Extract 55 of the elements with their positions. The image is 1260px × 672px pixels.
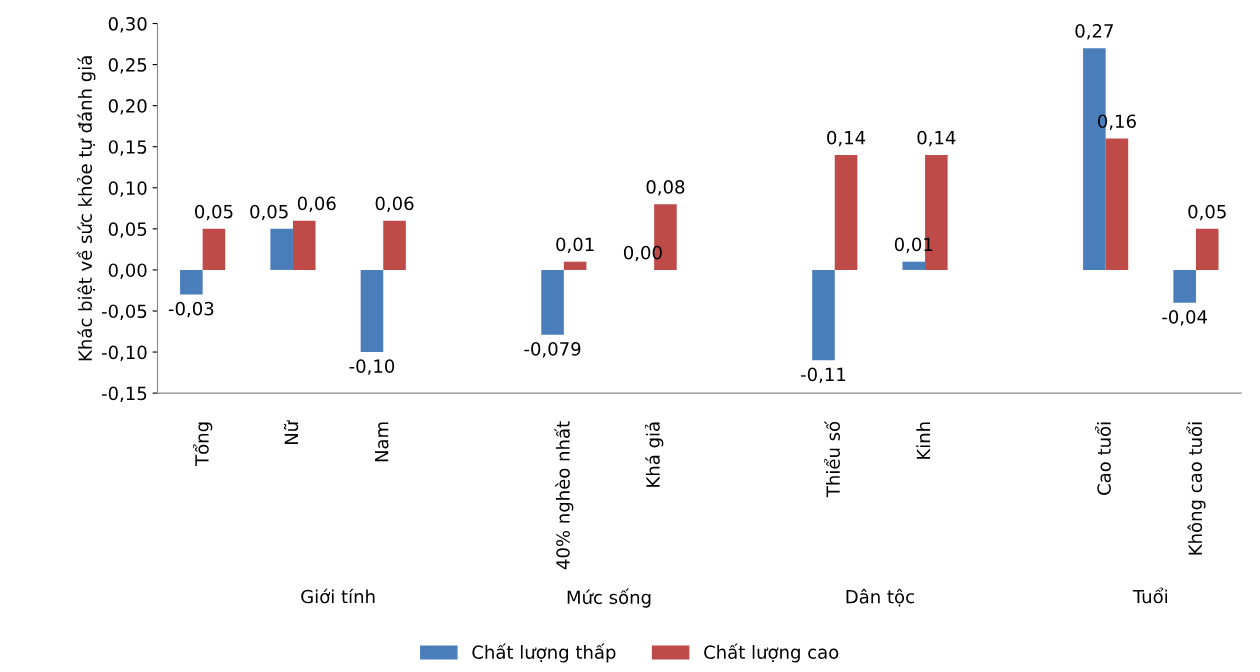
bar (1105, 138, 1129, 270)
data-label: 0,14 (917, 130, 956, 147)
data-label: -0,04 (1162, 310, 1208, 326)
x-tick-label: Nam (375, 422, 389, 462)
x-tick-label: Kinh (916, 422, 931, 459)
bar (834, 154, 858, 270)
bar (812, 269, 835, 361)
data-label: 0,05 (1188, 204, 1226, 221)
x-tick-label: Thiểu số (824, 421, 840, 498)
x-tick-label: Cao tuổi (1095, 422, 1111, 495)
bar (292, 220, 316, 270)
text: Dân tộc (846, 588, 914, 607)
text: Mức sống (567, 588, 651, 608)
text: Tuổi (1132, 587, 1168, 604)
data-label: 0,06 (375, 196, 414, 213)
y-tick-label: 0,15 (108, 140, 147, 156)
bar (383, 220, 406, 270)
bar (270, 228, 293, 270)
bar (541, 269, 564, 335)
bar (902, 261, 926, 270)
data-label: 0,14 (827, 130, 866, 147)
y-tick-label: 0,30 (108, 16, 147, 33)
data-label: -0,03 (168, 301, 214, 318)
bar (202, 228, 226, 270)
y-tick-label: 0,10 (108, 181, 147, 197)
x-tick-label: Tổng (193, 422, 213, 466)
data-label: -0,11 (800, 367, 846, 384)
data-label: 0,05 (250, 204, 288, 221)
text: Giới tính (301, 588, 375, 604)
data-label: 0,01 (556, 237, 594, 254)
bar (360, 269, 384, 353)
bar (180, 269, 203, 295)
y-tick-label: -0,15 (101, 386, 147, 403)
data-label: -0,079 (524, 342, 581, 358)
legend-label: Chất lượng cao (704, 643, 839, 663)
y-axis-title: Khác biệt về sức khỏe tự đánh giá (76, 56, 96, 361)
legend-label: Chất lượng thấp (472, 643, 616, 663)
x-tick-label: 40% nghèo nhất (554, 421, 574, 570)
y-tick-label: -0,10 (101, 345, 147, 362)
data-label: 0,08 (646, 180, 685, 196)
data-label: 0,27 (1075, 24, 1113, 40)
data-label: -0,10 (349, 359, 395, 375)
bar (563, 261, 587, 270)
y-tick-label: -0,05 (101, 304, 147, 320)
data-label: 0,06 (297, 196, 336, 213)
y-tick-label: 0,05 (108, 222, 147, 238)
y-tick-label: 0,20 (108, 99, 147, 115)
bar (1173, 269, 1196, 303)
y-tick-label: 0,25 (108, 58, 147, 74)
data-label: 0,05 (195, 204, 233, 221)
bar (1195, 228, 1219, 270)
y-tick-label: 0,00 (108, 263, 147, 279)
x-tick-label: Không cao tuổi (1186, 422, 1206, 555)
x-tick-label: Nữ (283, 420, 299, 445)
x-tick-label: Khá giả (644, 422, 664, 487)
